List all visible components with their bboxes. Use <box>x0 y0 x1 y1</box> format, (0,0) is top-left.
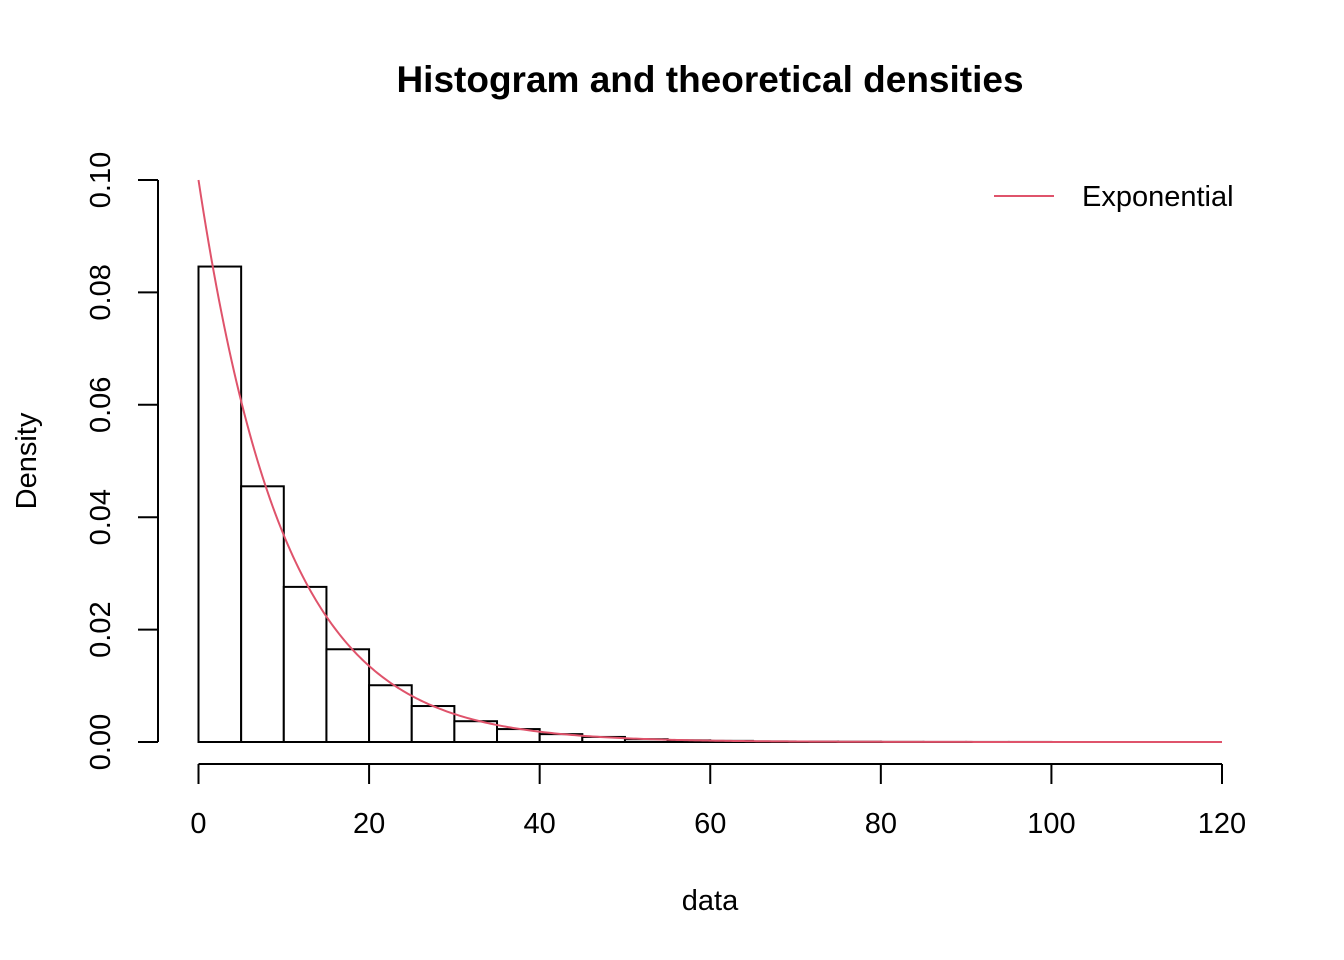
histogram-bar <box>368 684 413 743</box>
chart-title: Histogram and theoretical densities <box>396 59 1023 100</box>
legend-label: Exponential <box>1082 181 1234 213</box>
y-tick-label: 0.06 <box>85 377 117 433</box>
y-tick-label: 0.04 <box>85 489 117 545</box>
histogram-bar <box>197 265 243 743</box>
x-tick-label: 60 <box>694 808 726 840</box>
y-tick-label: 0.10 <box>85 152 117 208</box>
x-tick-label: 80 <box>865 808 897 840</box>
y-tick-label: 0.08 <box>85 264 117 320</box>
x-tick-label: 120 <box>1198 808 1246 840</box>
histogram-bar <box>282 585 328 743</box>
x-axis: 0 20 40 60 80 100 120 <box>190 763 1246 840</box>
y-tick-label: 0.02 <box>85 601 117 657</box>
histogram-bar <box>240 485 285 744</box>
x-tick-label: 100 <box>1027 808 1075 840</box>
y-tick-label: 0.00 <box>85 714 117 770</box>
x-axis-title: data <box>682 885 739 917</box>
density-curves <box>197 179 1222 743</box>
x-tick-label: 20 <box>353 808 385 840</box>
y-axis: 0.00 0.02 0.04 0.06 0.08 0.10 <box>85 152 159 770</box>
x-tick-label: 40 <box>524 808 556 840</box>
y-axis-title: Density <box>11 412 43 509</box>
histogram-bar <box>325 648 371 744</box>
density-line <box>197 179 1222 743</box>
x-tick-label: 0 <box>190 808 206 840</box>
histogram-bars <box>197 265 1053 744</box>
legend: Exponential <box>994 181 1234 213</box>
